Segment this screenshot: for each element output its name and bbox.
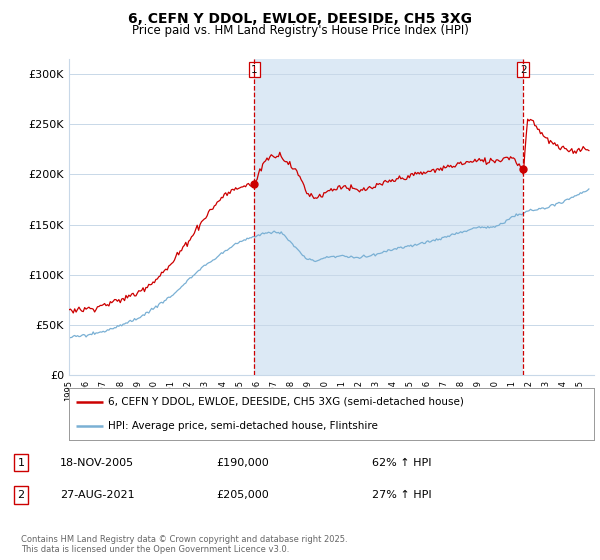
Text: 18-NOV-2005: 18-NOV-2005: [60, 458, 134, 468]
Text: £205,000: £205,000: [216, 490, 269, 500]
Bar: [254, 59, 523, 375]
Text: 2: 2: [17, 490, 25, 500]
Text: 2: 2: [520, 65, 527, 75]
Text: Price paid vs. HM Land Registry's House Price Index (HPI): Price paid vs. HM Land Registry's House …: [131, 24, 469, 37]
Text: 1: 1: [17, 458, 25, 468]
Text: £190,000: £190,000: [216, 458, 269, 468]
Text: 6, CEFN Y DDOL, EWLOE, DEESIDE, CH5 3XG: 6, CEFN Y DDOL, EWLOE, DEESIDE, CH5 3XG: [128, 12, 472, 26]
Text: 6, CEFN Y DDOL, EWLOE, DEESIDE, CH5 3XG (semi-detached house): 6, CEFN Y DDOL, EWLOE, DEESIDE, CH5 3XG …: [109, 396, 464, 407]
Text: HPI: Average price, semi-detached house, Flintshire: HPI: Average price, semi-detached house,…: [109, 421, 378, 431]
Text: Contains HM Land Registry data © Crown copyright and database right 2025.
This d: Contains HM Land Registry data © Crown c…: [21, 535, 347, 554]
Text: 1: 1: [251, 65, 258, 75]
Text: 27-AUG-2021: 27-AUG-2021: [60, 490, 134, 500]
Text: 27% ↑ HPI: 27% ↑ HPI: [372, 490, 431, 500]
Text: 62% ↑ HPI: 62% ↑ HPI: [372, 458, 431, 468]
